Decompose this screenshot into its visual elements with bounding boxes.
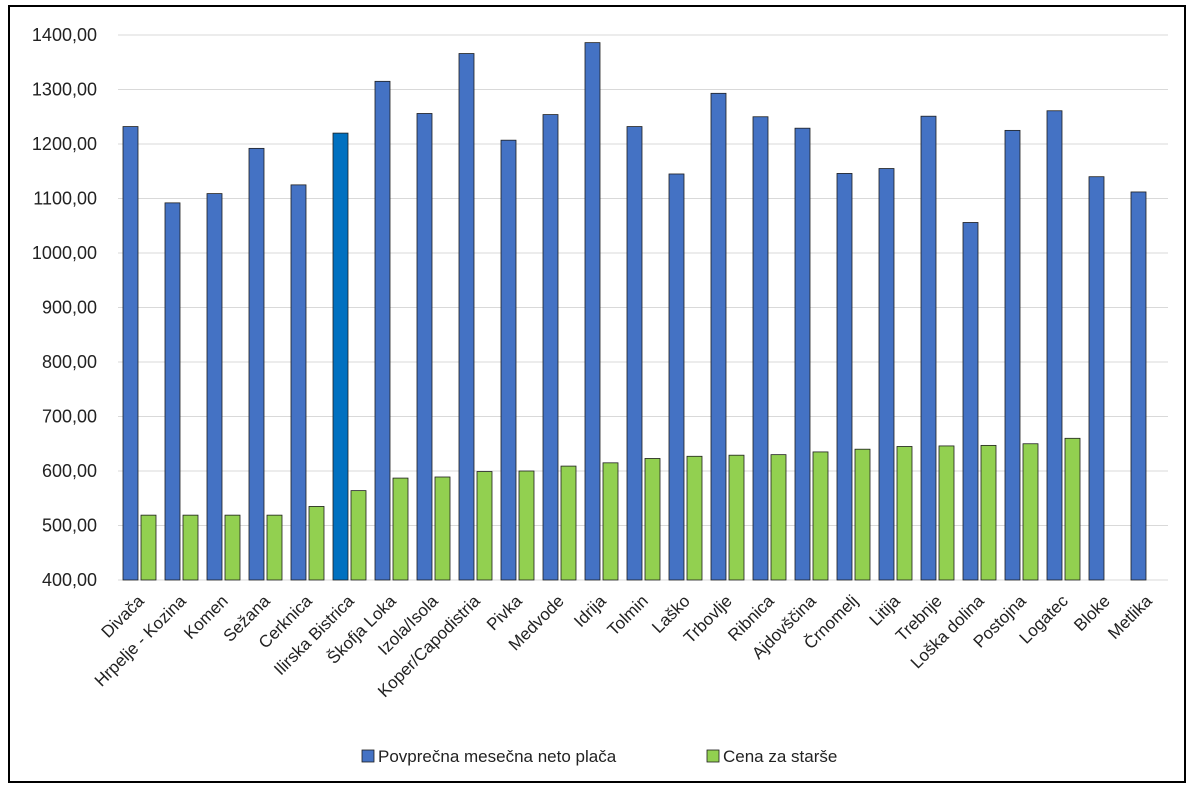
- y-tick-label: 1200,00: [32, 134, 97, 154]
- bar-salary: [626, 126, 643, 581]
- bar-salary: [752, 116, 769, 581]
- bar-salary: [416, 113, 433, 581]
- bar-parent-price: [434, 476, 451, 581]
- legend: Povprečna mesečna neto plača Cena za star…: [361, 747, 837, 766]
- bar-salary: [122, 126, 139, 581]
- y-tick-label: 700,00: [42, 407, 97, 427]
- bar-parent-price: [182, 514, 199, 581]
- y-tick-label: 400,00: [42, 570, 97, 590]
- legend-label: Cena za starše: [723, 747, 837, 766]
- bar-salary: [458, 53, 475, 581]
- bar-parent-price: [1022, 443, 1039, 581]
- x-category-label: Tolmin: [604, 591, 652, 639]
- bar-parent-price: [476, 471, 493, 581]
- bar-parent-price: [770, 454, 787, 581]
- bar-parent-price: [980, 444, 997, 581]
- bar-parent-price: [518, 470, 535, 581]
- bar-salary: [164, 202, 181, 581]
- bar-parent-price: [224, 514, 241, 581]
- bars: [122, 42, 1147, 581]
- bar-salary: [542, 114, 559, 581]
- bar-salary: [1130, 191, 1147, 581]
- bar-parent-price: [1064, 437, 1081, 581]
- bar-parent-price: [896, 446, 913, 581]
- y-tick-label: 900,00: [42, 298, 97, 318]
- y-tick-label: 1000,00: [32, 243, 97, 263]
- bar-salary: [794, 127, 811, 581]
- bar-salary: [290, 184, 307, 581]
- bar-parent-price: [308, 506, 325, 581]
- bar-parent-price: [728, 454, 745, 581]
- bar-parent-price: [686, 455, 703, 581]
- bar-parent-price: [392, 477, 409, 581]
- y-tick-label: 500,00: [42, 516, 97, 536]
- bar-parent-price: [602, 462, 619, 581]
- bar-salary: [1046, 110, 1063, 581]
- bar-salary: [710, 92, 727, 581]
- x-category-label: Metlika: [1104, 591, 1156, 643]
- bar-salary: [920, 115, 937, 581]
- bar-parent-price: [266, 514, 283, 581]
- legend-swatch: [361, 749, 375, 763]
- y-axis-ticks: 400,00 500,00 600,00 700,00 800,00 900,00 1000…: [32, 25, 97, 590]
- bar-salary: [248, 147, 265, 581]
- bar-salary: [374, 80, 391, 581]
- bar-salary: [584, 42, 601, 581]
- bar-parent-price: [350, 490, 367, 581]
- y-tick-label: 600,00: [42, 461, 97, 481]
- bar-parent-price: [938, 445, 955, 581]
- bar-parent-price: [140, 514, 157, 581]
- legend-label: Povprečna mesečna neto plača: [378, 747, 617, 766]
- bar-parent-price: [812, 451, 829, 581]
- x-category-label: Litija: [866, 591, 905, 630]
- y-tick-label: 1300,00: [32, 80, 97, 100]
- bar-salary: [668, 173, 685, 581]
- bar-salary: [962, 222, 979, 581]
- bar-parent-price: [560, 465, 577, 581]
- y-tick-label: 1100,00: [33, 189, 97, 209]
- y-tick-label: 1400,00: [32, 25, 97, 45]
- legend-swatch: [706, 749, 720, 763]
- bar-salary: [836, 173, 853, 581]
- bar-salary: [206, 193, 223, 581]
- bar-salary: [1088, 176, 1105, 581]
- y-tick-label: 800,00: [42, 352, 97, 372]
- bar-parent-price: [644, 458, 661, 581]
- bar-salary: [1004, 129, 1021, 581]
- bar-parent-price: [854, 448, 871, 581]
- bar-salary: [500, 139, 517, 581]
- bar-salary: [332, 132, 349, 581]
- bar-salary: [878, 168, 895, 581]
